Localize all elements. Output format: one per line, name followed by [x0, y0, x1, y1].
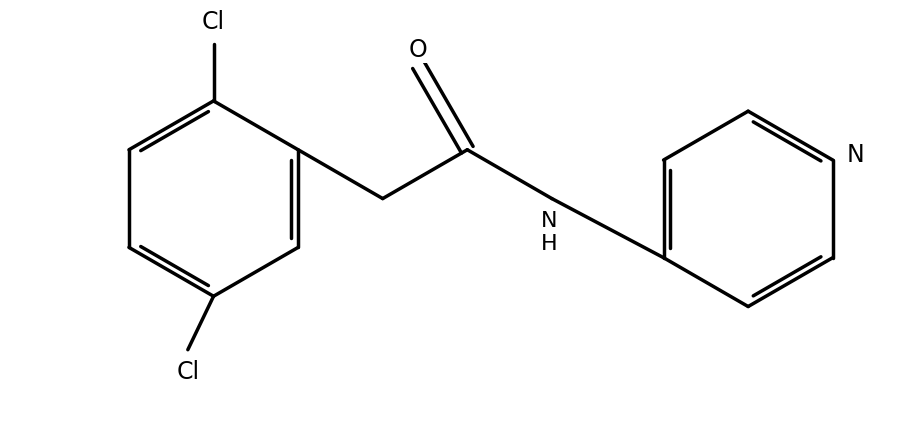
Text: N
H: N H [541, 211, 557, 254]
Text: O: O [410, 38, 427, 62]
Text: N: N [847, 143, 864, 167]
Text: Cl: Cl [176, 360, 200, 384]
Text: Cl: Cl [202, 10, 225, 34]
